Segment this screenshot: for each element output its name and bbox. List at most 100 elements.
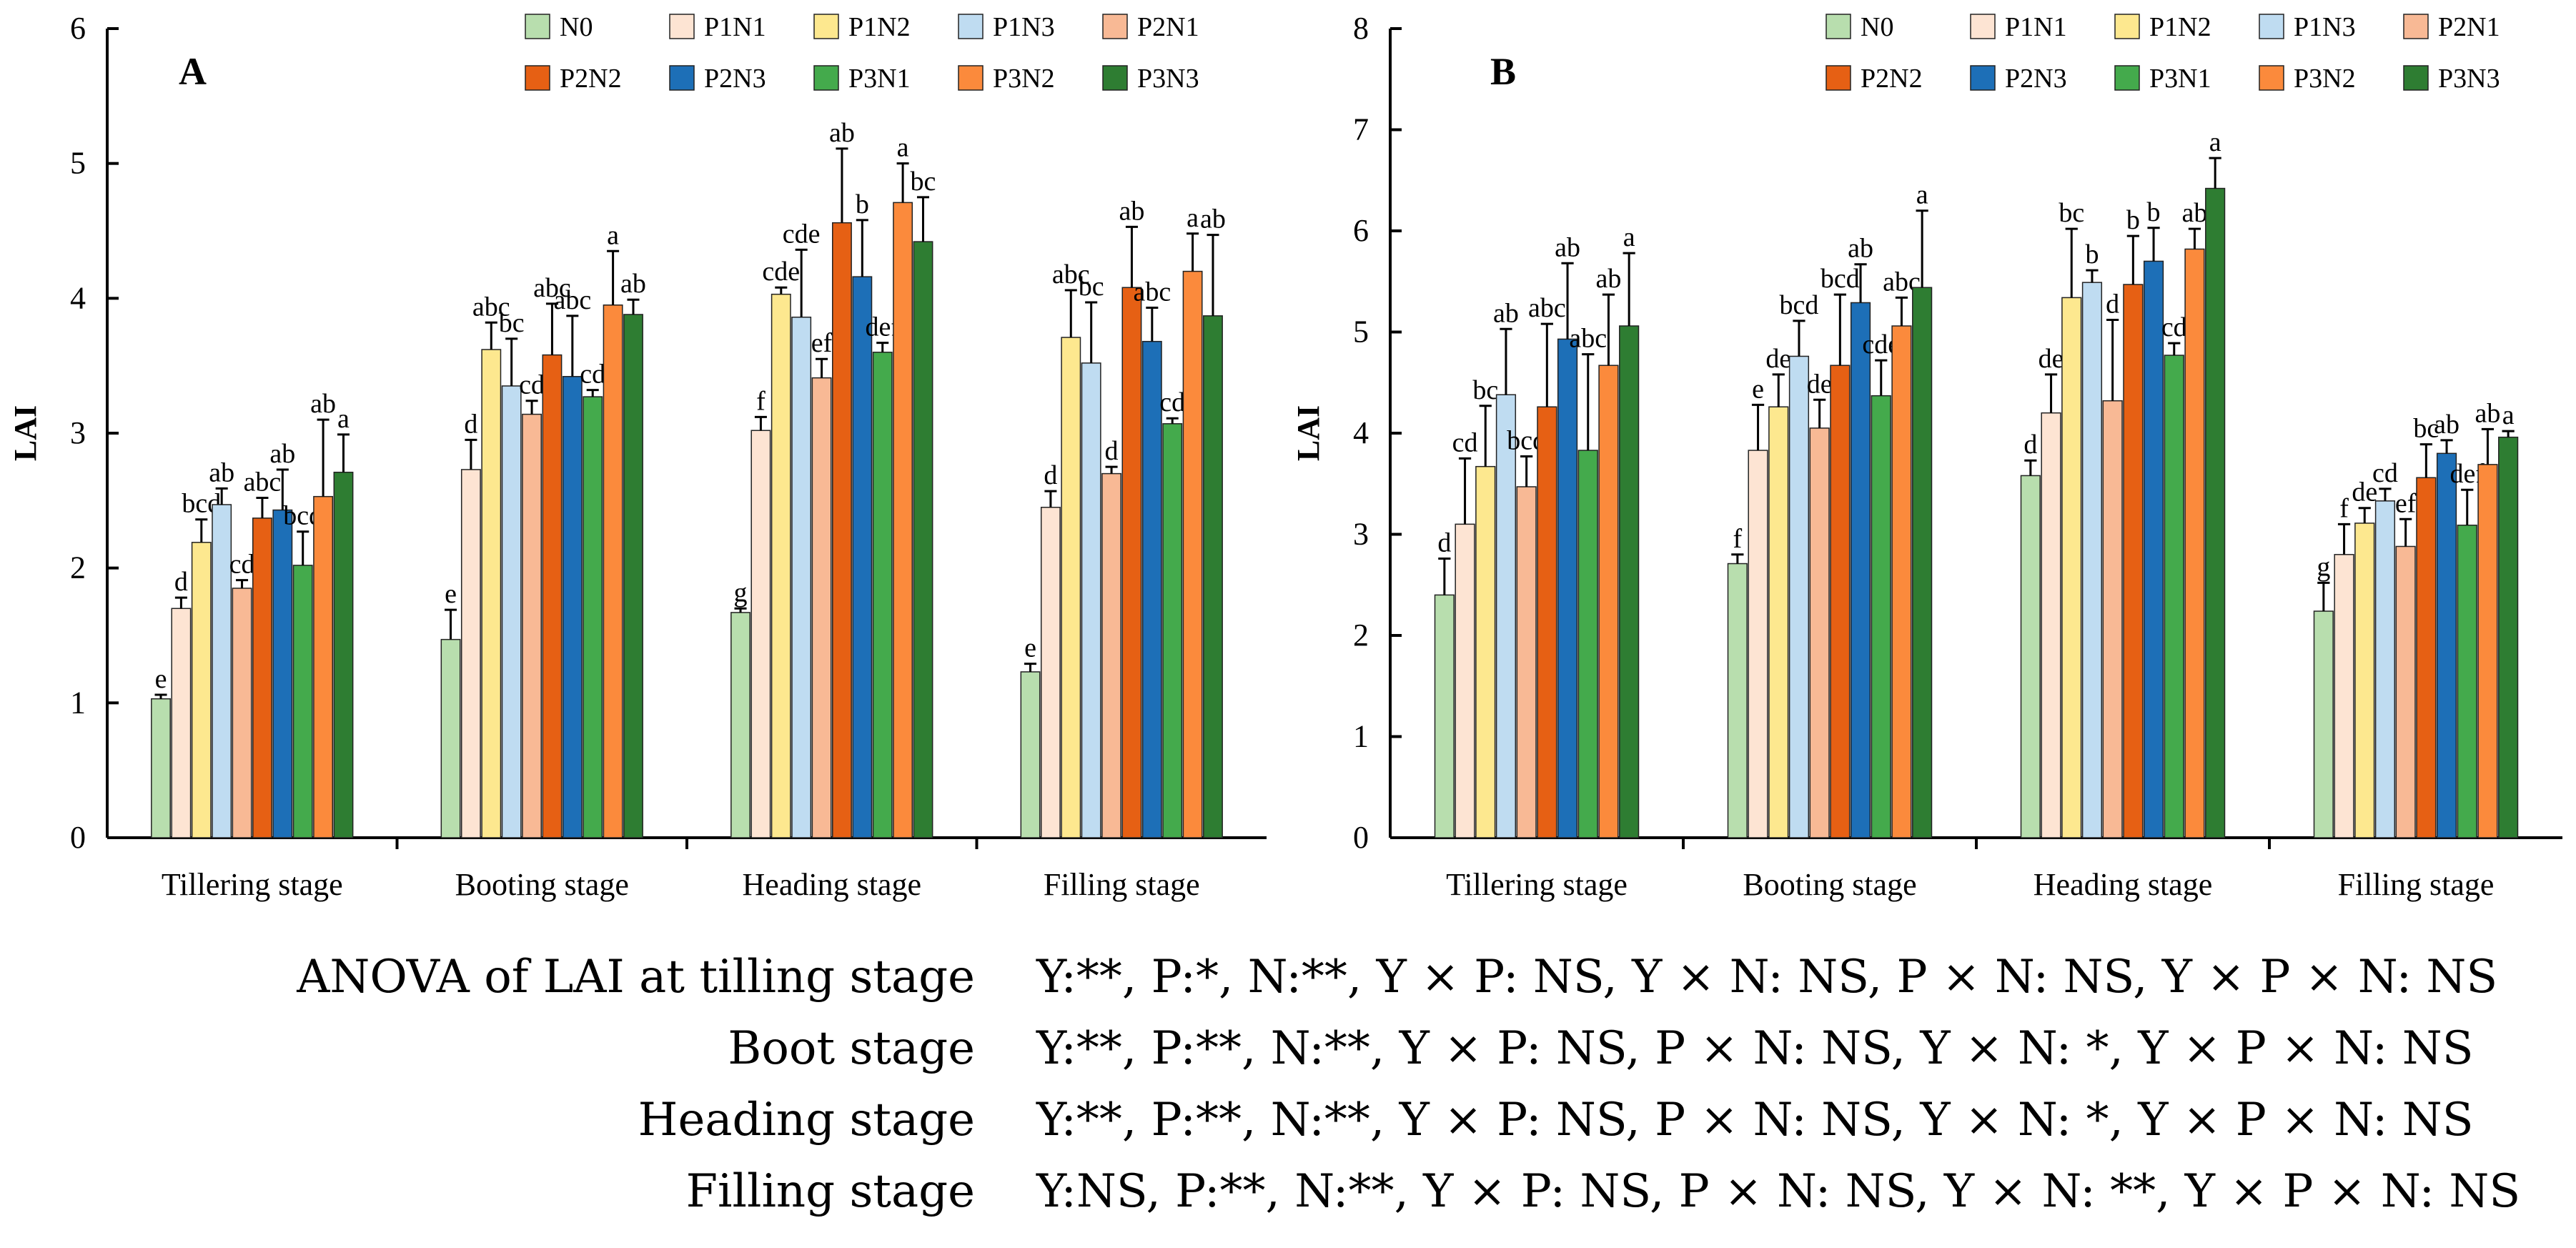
significance-letter: ab: [1119, 196, 1145, 226]
significance-letter: ab: [2182, 198, 2208, 228]
bar-p2n1: [522, 413, 542, 838]
bar-p2n2: [832, 222, 852, 838]
y-tick-label: 4: [1353, 415, 1369, 450]
significance-letter: d: [1105, 436, 1119, 466]
legend-swatch-p1n2: [2114, 14, 2140, 39]
legend-swatch-n0: [1826, 14, 1851, 39]
significance-letter: abc: [553, 285, 591, 315]
legend-label-p1n3: P1N3: [993, 12, 1055, 42]
x-tick-label: Tillering stage: [162, 867, 343, 902]
x-tick-label: Booting stage: [455, 867, 629, 902]
legend-label-n0: N0: [1861, 12, 1893, 42]
bar-p1n1: [460, 469, 481, 838]
significance-letter: e: [155, 664, 167, 694]
y-tick-label: 5: [1353, 315, 1369, 350]
bar-p2n2: [2416, 477, 2437, 838]
bar-p1n3: [1788, 355, 1810, 838]
significance-letter: cd: [1159, 387, 1185, 417]
significance-letter: a: [1623, 222, 1635, 252]
bar-p1n3: [1495, 394, 1517, 838]
legend-swatch-p3n1: [2114, 65, 2140, 91]
anova-stats: Y:**, P:**, N:**, Y × P: NS, P × N: NS, …: [1036, 1094, 2474, 1147]
bar-p3n3: [913, 241, 933, 838]
legend-swatch-p1n1: [1970, 14, 1996, 39]
significance-letter: abc: [1569, 324, 1607, 354]
bar-p1n1: [2334, 554, 2354, 838]
significance-letter: bc: [1472, 375, 1498, 405]
bar-p1n1: [750, 430, 771, 838]
legend-swatch-p3n3: [1102, 65, 1128, 91]
legend-swatch-p3n3: [2403, 65, 2429, 91]
bar-p3n1: [1871, 395, 1891, 838]
x-tick-label: Filling stage: [1044, 867, 1200, 902]
y-tick-label: 5: [70, 146, 86, 181]
significance-letter: ab: [620, 269, 646, 299]
y-tick-label: 0: [70, 820, 86, 855]
bar-p2n3: [2436, 452, 2457, 838]
significance-letter: abc: [244, 467, 282, 497]
anova-label: Heading stage: [638, 1094, 975, 1147]
significance-letter: abc: [1528, 293, 1566, 323]
legend-label-p3n3: P3N3: [2438, 64, 2500, 94]
bar-p1n3: [2374, 500, 2396, 838]
y-axis-title: LAI: [8, 405, 43, 461]
significance-letter: a: [607, 220, 619, 250]
bar-p1n1: [1040, 507, 1061, 838]
y-tick-label: 3: [1353, 517, 1369, 552]
anova-stats: Y:NS, P:**, N:**, Y × P: NS, P × N: NS, …: [1036, 1165, 2521, 1218]
significance-letter: a: [1187, 203, 1199, 233]
legend-swatch-p2n2: [525, 65, 550, 91]
legend-label-n0: N0: [560, 12, 593, 42]
significance-letter: ab: [269, 439, 295, 469]
y-axis-title: LAI: [1291, 405, 1326, 461]
legend-swatch-p3n2: [958, 65, 984, 91]
bar-p1n1: [2041, 412, 2061, 838]
bar-p2n1: [1101, 472, 1121, 838]
y-tick-label: 7: [1353, 112, 1369, 147]
panel-label: B: [1490, 50, 1516, 93]
bar-p3n2: [893, 202, 913, 838]
significance-letter: bcd: [1820, 264, 1860, 294]
bar-p3n3: [623, 314, 643, 838]
legend-label-p2n2: P2N2: [1861, 64, 1923, 94]
bar-p3n1: [2457, 525, 2477, 838]
bar-n0: [440, 638, 461, 838]
bar-p1n2: [771, 293, 791, 838]
significance-letter: de: [1807, 369, 1833, 399]
y-tick-label: 2: [70, 550, 86, 585]
significance-letter: ab: [1848, 234, 1873, 264]
bar-p1n2: [1061, 337, 1081, 838]
legend-label-p3n2: P3N2: [993, 64, 1055, 94]
significance-letter: ab: [310, 389, 336, 419]
significance-letter: cd: [229, 550, 255, 580]
significance-letter: d: [464, 409, 477, 439]
significance-letter: b: [856, 189, 869, 219]
bar-p3n3: [2498, 436, 2519, 838]
significance-letter: bc: [2059, 198, 2084, 228]
significance-letter: bc: [911, 167, 936, 197]
significance-letter: a: [337, 404, 350, 434]
significance-letter: cd: [519, 370, 545, 400]
significance-letter: f: [1733, 524, 1743, 554]
significance-letter: g: [734, 578, 748, 608]
bar-n0: [1727, 563, 1748, 838]
bar-p2n1: [811, 377, 832, 838]
significance-letter: d: [1437, 528, 1451, 558]
legend-label-p1n1: P1N1: [2005, 12, 2067, 42]
bar-p3n3: [1203, 315, 1223, 838]
anova-row-booting: Boot stage Y:**, P:**, N:**, Y × P: NS, …: [0, 1022, 2576, 1091]
significance-letter: ef: [2395, 488, 2417, 518]
significance-letter: cd: [580, 360, 605, 390]
y-tick-label: 8: [1353, 11, 1369, 46]
significance-letter: d: [174, 567, 188, 597]
bar-p2n3: [1557, 338, 1578, 838]
bar-p2n3: [1141, 340, 1162, 838]
legend-label-p1n3: P1N3: [2294, 12, 2356, 42]
legend-swatch-p1n3: [2259, 14, 2284, 39]
significance-letter: ab: [1493, 298, 1519, 328]
significance-letter: d: [1044, 460, 1057, 490]
bar-p3n3: [1619, 325, 1640, 838]
anova-label: Filling stage: [685, 1165, 975, 1218]
bar-p3n1: [872, 352, 893, 838]
